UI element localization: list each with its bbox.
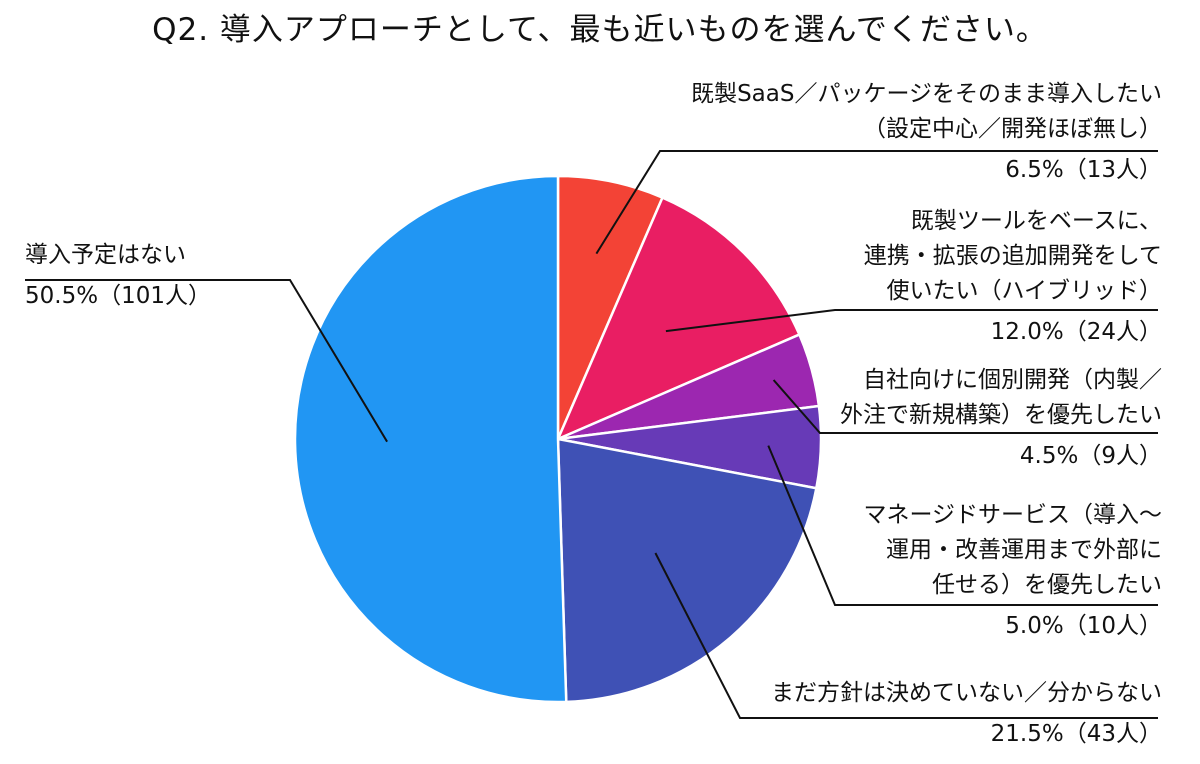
slice-2-value: 4.5%（9人）: [1019, 443, 1162, 469]
leader-line-0: [595, 150, 1158, 255]
label-slice-0: 既製SaaS／パッケージをそのまま導入したい （設定中心／開発ほぼ無し） 6.5…: [691, 77, 1162, 188]
leader-line-3: [767, 445, 1158, 606]
label-slice-2: 自社向けに個別開発（内製／ 外注で新規構築）を優先したい 4.5%（9人）: [840, 363, 1162, 474]
slice-2-label-line-0: 自社向けに個別開発（内製／: [863, 367, 1162, 393]
leader-line-2: [772, 379, 1158, 434]
slice-4-label-line-0: まだ方針は決めていない／分からない: [771, 680, 1162, 706]
label-slice-3: マネージドサービス（導入～ 運用・改善運用まで外部に 任せる）を優先したい 5.…: [863, 498, 1162, 644]
slice-1-label-line-1: 連携・拡張の追加開発をして: [863, 243, 1162, 269]
slice-0-label-line-1: （設定中心／開発ほぼ無し）: [863, 116, 1162, 142]
slice-1-value: 12.0%（24人）: [990, 319, 1162, 345]
slice-5-label-line-0: 導入予定はない: [25, 242, 186, 268]
slice-0-label-line-0: 既製SaaS／パッケージをそのまま導入したい: [691, 81, 1162, 107]
slice-4-value: 21.5%（43人）: [990, 721, 1162, 747]
chart-title: Q2. 導入アプローチとして、最も近いものを選んでください。: [152, 12, 1048, 48]
slice-3-value: 5.0%（10人）: [1005, 613, 1162, 639]
slice-3-label-line-2: 任せる）を優先したい: [932, 572, 1162, 598]
slice-5-value: 50.5%（101人）: [25, 283, 211, 309]
slice-3-label-line-1: 運用・改善運用まで外部に: [886, 537, 1162, 563]
pie-slice-4: [556, 437, 818, 704]
slice-1-label-line-0: 既製ツールをベースに、: [910, 208, 1162, 234]
slice-2-label-line-1: 外注で新規構築）を優先したい: [840, 402, 1162, 428]
slice-0-value: 6.5%（13人）: [1005, 157, 1162, 183]
pie-slice-1: [555, 195, 802, 442]
slice-3-label-line-0: マネージドサービス（導入～: [863, 502, 1162, 528]
leader-line-1: [665, 309, 1158, 333]
pie-slices: [293, 174, 823, 704]
label-slice-1: 既製ツールをベースに、 連携・拡張の追加開発をして 使いたい（ハイブリッド） 1…: [864, 204, 1162, 350]
leader-lines: [25, 150, 1158, 719]
leader-line-4: [654, 552, 1158, 719]
label-slice-4: まだ方針は決めていない／分からない 21.5%（43人）: [771, 676, 1162, 752]
leader-line-5: [25, 279, 388, 443]
label-slice-5: 導入予定はない 50.5%（101人）: [25, 238, 211, 314]
pie-slice-5: [293, 174, 568, 704]
slice-1-label-line-2: 使いたい（ハイブリッド）: [886, 278, 1162, 304]
